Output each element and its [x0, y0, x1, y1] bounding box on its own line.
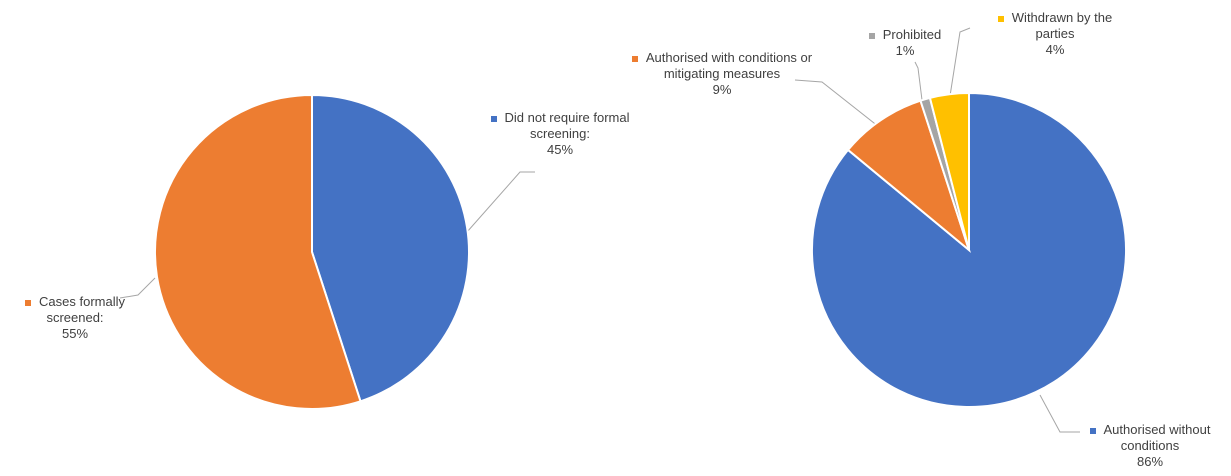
leader-line: [1039, 394, 1080, 433]
value-label: 45%: [546, 142, 574, 157]
category-label: Authorised with conditions or mitigating…: [645, 50, 813, 81]
leader-line: [949, 27, 971, 97]
data-label: Did not require formal screening: 45%: [490, 110, 630, 158]
legend-marker: [997, 15, 1004, 22]
data-label: Authorised with conditions or mitigating…: [622, 50, 822, 98]
data-label: Withdrawn by the parties 4%: [990, 10, 1120, 58]
data-label: Prohibited 1%: [850, 27, 960, 59]
pie-slice: [928, 91, 970, 251]
legend-marker: [490, 115, 497, 122]
legend-marker: [25, 299, 32, 306]
data-label: Authorised without conditions 86%: [1070, 422, 1230, 470]
data-label: Cases formally screened: 55%: [0, 294, 150, 342]
value-label: 86%: [1136, 454, 1164, 469]
value-label: 55%: [61, 326, 89, 341]
leader-line: [119, 277, 156, 299]
pie-slice: [311, 93, 470, 403]
leader-lines: [119, 27, 1080, 433]
category-label: Prohibited: [882, 27, 942, 42]
legend-marker: [631, 55, 638, 62]
pie-slice: [846, 99, 972, 253]
legend-marker: [1089, 427, 1096, 434]
value-label: 9%: [712, 82, 732, 97]
category-label: Did not require formal screening:: [504, 110, 630, 141]
leader-line: [794, 79, 894, 139]
category-label: Withdrawn by the parties: [1011, 10, 1113, 41]
category-label: Cases formally screened:: [39, 294, 125, 325]
value-label: 4%: [1045, 42, 1065, 57]
legend-marker: [868, 32, 875, 39]
value-label: 1%: [895, 43, 915, 58]
leader-line: [466, 171, 535, 233]
category-label: Authorised without conditions: [1103, 422, 1211, 453]
leader-line: [914, 61, 923, 101]
pie-slice: [154, 93, 362, 410]
